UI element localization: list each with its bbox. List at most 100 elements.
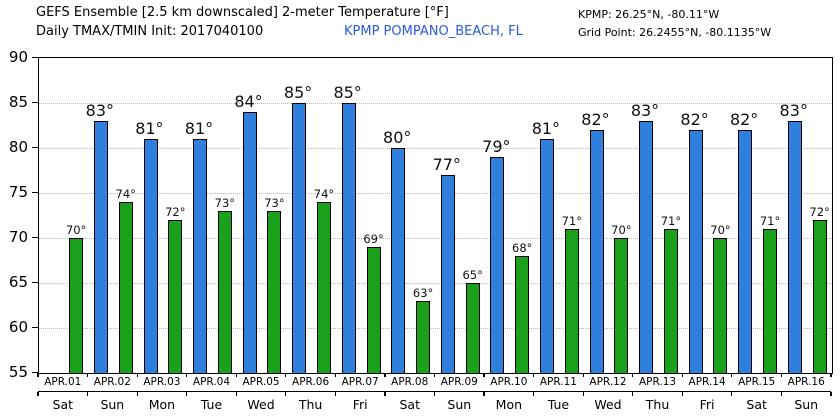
station-name: KPMP POMPANO_BEACH, FL bbox=[344, 24, 523, 39]
x-boundary-tick bbox=[285, 373, 287, 377]
tmax-value-label: 83° bbox=[779, 101, 808, 120]
x-axis-date-label: APR.08 bbox=[391, 376, 429, 388]
x-axis-date-label: APR.06 bbox=[292, 376, 330, 388]
tmin-value-label: 73° bbox=[264, 195, 285, 210]
x-boundary-tick bbox=[334, 373, 336, 377]
x-boundary-tick bbox=[780, 373, 783, 377]
location-info: KPMP: 26.25°N, -80.11°W Grid Point: 26.2… bbox=[578, 6, 771, 42]
x-axis-day-label: Thu bbox=[645, 397, 670, 412]
weekday-axis-ticks bbox=[37, 392, 832, 397]
x-boundary-tick bbox=[86, 392, 89, 396]
x-axis-day-label: Tue bbox=[547, 397, 570, 412]
bar-group: 77° 65° bbox=[432, 58, 486, 373]
tmin-value-label: 70° bbox=[710, 222, 731, 237]
x-boundary-tick bbox=[235, 373, 237, 377]
x-axis-date-label: APR.05 bbox=[242, 376, 280, 388]
tmin-value-label: 71° bbox=[561, 213, 582, 228]
x-boundary-tick bbox=[186, 373, 188, 377]
tmin-bar bbox=[416, 301, 431, 373]
x-axis-day-label: Tue bbox=[200, 397, 223, 412]
tmax-bar bbox=[639, 121, 654, 373]
y-tick-label: 80 bbox=[8, 137, 28, 156]
tmin-bar bbox=[812, 220, 827, 373]
y-tick-label: 60 bbox=[8, 317, 28, 336]
x-axis-date-label: APR.10 bbox=[490, 376, 528, 388]
x-boundary-tick bbox=[830, 392, 832, 396]
y-tick-mark bbox=[32, 326, 38, 328]
x-axis-day-label: Thu bbox=[298, 397, 323, 412]
tmin-bar bbox=[564, 229, 579, 373]
bar-group: 82° 71° bbox=[729, 58, 783, 373]
x-axis-date-label: APR.16 bbox=[787, 376, 825, 388]
y-tick-mark bbox=[32, 236, 38, 238]
tmin-value-label: 74° bbox=[115, 186, 136, 201]
y-tick-mark bbox=[32, 56, 38, 58]
gridline bbox=[39, 193, 832, 194]
x-axis-day-label: Sat bbox=[746, 397, 767, 412]
x-boundary-tick bbox=[433, 373, 436, 377]
tmin-value-label: 72° bbox=[809, 204, 830, 219]
x-axis-date-label: APR.09 bbox=[440, 376, 478, 388]
tmax-value-label: 81° bbox=[184, 119, 214, 138]
y-tick-label: 90 bbox=[8, 47, 28, 66]
tmin-bar bbox=[614, 238, 629, 373]
x-axis-day-label: Fri bbox=[699, 397, 715, 412]
x-boundary-tick bbox=[136, 373, 138, 377]
y-tick-mark bbox=[32, 371, 38, 373]
x-boundary-tick bbox=[186, 392, 188, 396]
x-boundary-tick bbox=[334, 392, 336, 396]
tmin-value-label: 73° bbox=[214, 195, 236, 210]
tmin-bar bbox=[168, 220, 183, 373]
tmin-bar bbox=[663, 229, 678, 373]
y-tick-mark bbox=[32, 281, 38, 283]
tmin-value-label: 65° bbox=[462, 267, 483, 282]
bar-group: 83° 71° bbox=[631, 58, 684, 373]
chart-init-line: Daily TMAX/TMIN Init: 2017040100 bbox=[36, 24, 264, 39]
x-axis-date-label: APR.14 bbox=[688, 376, 726, 388]
x-boundary-tick bbox=[483, 392, 485, 396]
gridline bbox=[39, 238, 832, 239]
tmin-bar bbox=[465, 283, 480, 373]
x-boundary-tick bbox=[235, 392, 237, 396]
tmin-bar bbox=[118, 202, 133, 373]
tmax-value-label: 85° bbox=[333, 83, 362, 102]
x-boundary-tick bbox=[533, 373, 535, 377]
y-tick-mark bbox=[32, 191, 38, 193]
x-axis-date-label: APR.02 bbox=[93, 376, 131, 388]
gridline bbox=[39, 148, 832, 149]
tmax-value-label: 77° bbox=[432, 155, 461, 174]
x-axis-day-label: Mon bbox=[148, 397, 176, 412]
x-boundary-tick bbox=[285, 392, 287, 396]
y-tick-label: 55 bbox=[8, 362, 28, 381]
x-boundary-tick bbox=[483, 373, 485, 377]
bar-group: 85° 69° bbox=[333, 58, 386, 373]
tmax-value-label: 83° bbox=[85, 101, 114, 120]
tmax-bar bbox=[688, 130, 703, 373]
tmax-value-label: 84° bbox=[234, 92, 263, 111]
bar-group: 83° 74° bbox=[85, 58, 139, 373]
tmin-value-label: 63° bbox=[412, 285, 434, 300]
tmax-value-label: 82° bbox=[729, 110, 759, 129]
gridline bbox=[39, 328, 832, 329]
tmax-bar bbox=[787, 121, 802, 373]
x-boundary-tick bbox=[632, 373, 634, 377]
x-axis-weekdays: Sat Sun Mon Tue Wed Thu Fri Sat Sun Mon Tue Wed Thu F… bbox=[38, 397, 831, 412]
bar-group: 85° 74° bbox=[283, 58, 337, 373]
x-boundary-tick bbox=[582, 373, 584, 377]
x-boundary-tick bbox=[37, 373, 39, 377]
tmax-bar bbox=[242, 112, 257, 373]
x-axis-day-label: Fri bbox=[352, 397, 368, 412]
x-axis-date-label: APR.07 bbox=[341, 376, 379, 388]
x-boundary-tick bbox=[384, 392, 386, 396]
tmin-value-label: 68° bbox=[512, 240, 533, 255]
x-axis-day-label: Sun bbox=[794, 397, 819, 412]
bar-group: 83° 72° bbox=[779, 58, 832, 373]
tmax-value-label: 81° bbox=[135, 119, 164, 138]
plot-area: 70° 83° 74° 81° 72° 81° 73° 84° 73° 85° 74° 85° 69° 8… bbox=[38, 57, 833, 374]
tmin-value-label: 70° bbox=[65, 222, 87, 237]
tmax-bar bbox=[143, 139, 158, 373]
tmin-value-label: 70° bbox=[611, 222, 632, 237]
tmax-value-label: 82° bbox=[581, 110, 610, 129]
tmax-value-label: 85° bbox=[283, 83, 313, 102]
x-axis-day-label: Sat bbox=[399, 397, 420, 412]
